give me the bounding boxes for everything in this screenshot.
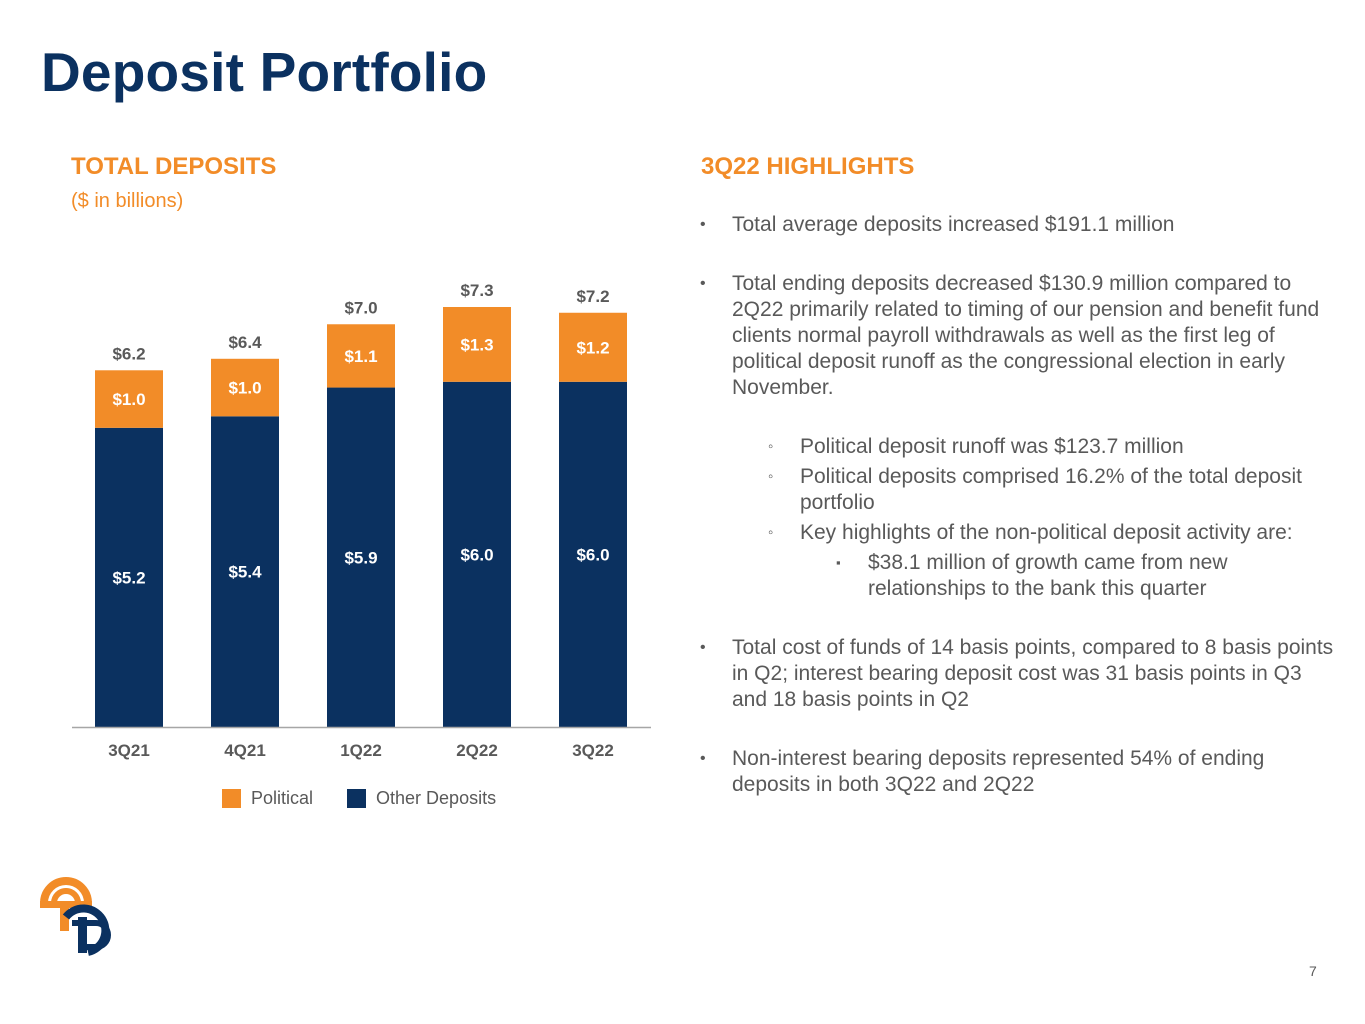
x-tick-label: 4Q21 — [224, 741, 266, 760]
bar-political — [211, 358, 279, 417]
data-label-total: $7.0 — [344, 298, 377, 317]
x-tick-label: 2Q22 — [456, 741, 498, 760]
bullet-circle-icon: ◦ — [768, 468, 774, 485]
legend-swatch-other-deposits — [347, 789, 367, 808]
highlight-subitem: ◦ Political deposit runoff was $123.7 mi… — [700, 434, 1340, 460]
highlight-subitem: ◦ Key highlights of the non-political de… — [700, 520, 1340, 546]
data-label-total: $7.3 — [460, 281, 493, 300]
highlight-item: • Total cost of funds of 14 basis points… — [700, 635, 1340, 713]
data-label-total: $6.4 — [228, 333, 262, 352]
data-label-other-deposits: $6.0 — [460, 545, 493, 564]
highlight-text: Total cost of funds of 14 basis points, … — [732, 636, 1334, 711]
data-label-total: $6.2 — [112, 344, 145, 363]
deposits-bar-chart: $5.2 $1.0 $6.2 3Q21 $5.4 $1.0 $6.4 4Q21 $5.9 $1.1… — [72, 281, 651, 760]
bullet-dot-icon: • — [700, 639, 706, 656]
data-label-political: $1.1 — [344, 347, 377, 366]
highlight-text: Total ending deposits decreased $130.9 m… — [732, 272, 1320, 399]
legend-item-political: Political — [222, 788, 313, 809]
data-label-other-deposits: $5.4 — [228, 563, 262, 582]
bullet-dot-icon: • — [700, 750, 706, 767]
legend-label-political: Political — [251, 788, 314, 808]
x-tick-label: 3Q22 — [572, 741, 614, 760]
highlights-list: • Total average deposits increased $191.… — [700, 212, 1340, 798]
x-tick-label: 1Q22 — [340, 741, 382, 760]
legend-label-other-deposits: Other Deposits — [376, 788, 497, 808]
legend-item-other-deposits: Other Deposits — [347, 788, 496, 809]
highlight-subitem: ◦ Political deposits comprised 16.2% of … — [700, 464, 1340, 516]
highlight-subtext: Key highlights of the non-political depo… — [800, 521, 1293, 544]
total-deposits-heading: TOTAL DEPOSITS — [71, 153, 277, 180]
bullet-circle-icon: ◦ — [768, 524, 774, 541]
highlight-item: • Non-interest bearing deposits represen… — [700, 746, 1340, 798]
bar-political — [95, 370, 163, 428]
data-label-political: $1.0 — [112, 390, 145, 409]
page-number: 7 — [1309, 963, 1317, 979]
data-label-other-deposits: $5.2 — [112, 568, 145, 587]
highlight-subsubtext: $38.1 million of growth came from new re… — [868, 551, 1228, 600]
highlight-text: Total average deposits increased $191.1 … — [732, 213, 1175, 236]
data-label-other-deposits: $5.9 — [344, 548, 377, 567]
company-logo-icon — [40, 877, 111, 956]
data-label-total: $7.2 — [576, 287, 609, 306]
data-label-political: $1.3 — [460, 335, 493, 354]
highlights-heading: 3Q22 HIGHLIGHTS — [701, 153, 915, 180]
highlight-subtext: Political deposit runoff was $123.7 mill… — [800, 435, 1184, 458]
data-label-political: $1.0 — [228, 379, 261, 398]
data-label-political: $1.2 — [576, 338, 609, 357]
bar-other-deposits — [211, 416, 279, 727]
chart-legend: Political Other Deposits — [222, 788, 530, 809]
highlight-subtext: Political deposits comprised 16.2% of th… — [800, 465, 1302, 514]
bar-other-deposits — [95, 427, 163, 727]
bar-other-deposits — [327, 387, 395, 727]
bar-political — [559, 312, 627, 382]
highlight-item: • Total average deposits increased $191.… — [700, 212, 1340, 238]
bar-political — [327, 324, 395, 388]
units-label: ($ in billions) — [71, 190, 184, 212]
highlight-subsubitem: ▪ $38.1 million of growth came from new … — [700, 550, 1340, 602]
bullet-square-icon: ▪ — [836, 555, 841, 570]
highlight-item: • Total ending deposits decreased $130.9… — [700, 271, 1340, 401]
bar-political — [443, 307, 511, 382]
legend-swatch-political — [222, 789, 241, 808]
bar-other-deposits — [443, 381, 511, 727]
page-title: Deposit Portfolio — [41, 41, 488, 103]
bullet-dot-icon: • — [700, 275, 706, 292]
x-tick-label: 3Q21 — [108, 741, 150, 760]
bullet-dot-icon: • — [700, 216, 706, 233]
bar-other-deposits — [559, 381, 627, 727]
bullet-circle-icon: ◦ — [768, 438, 774, 455]
data-label-other-deposits: $6.0 — [576, 545, 609, 564]
highlight-text: Non-interest bearing deposits represente… — [732, 747, 1265, 796]
